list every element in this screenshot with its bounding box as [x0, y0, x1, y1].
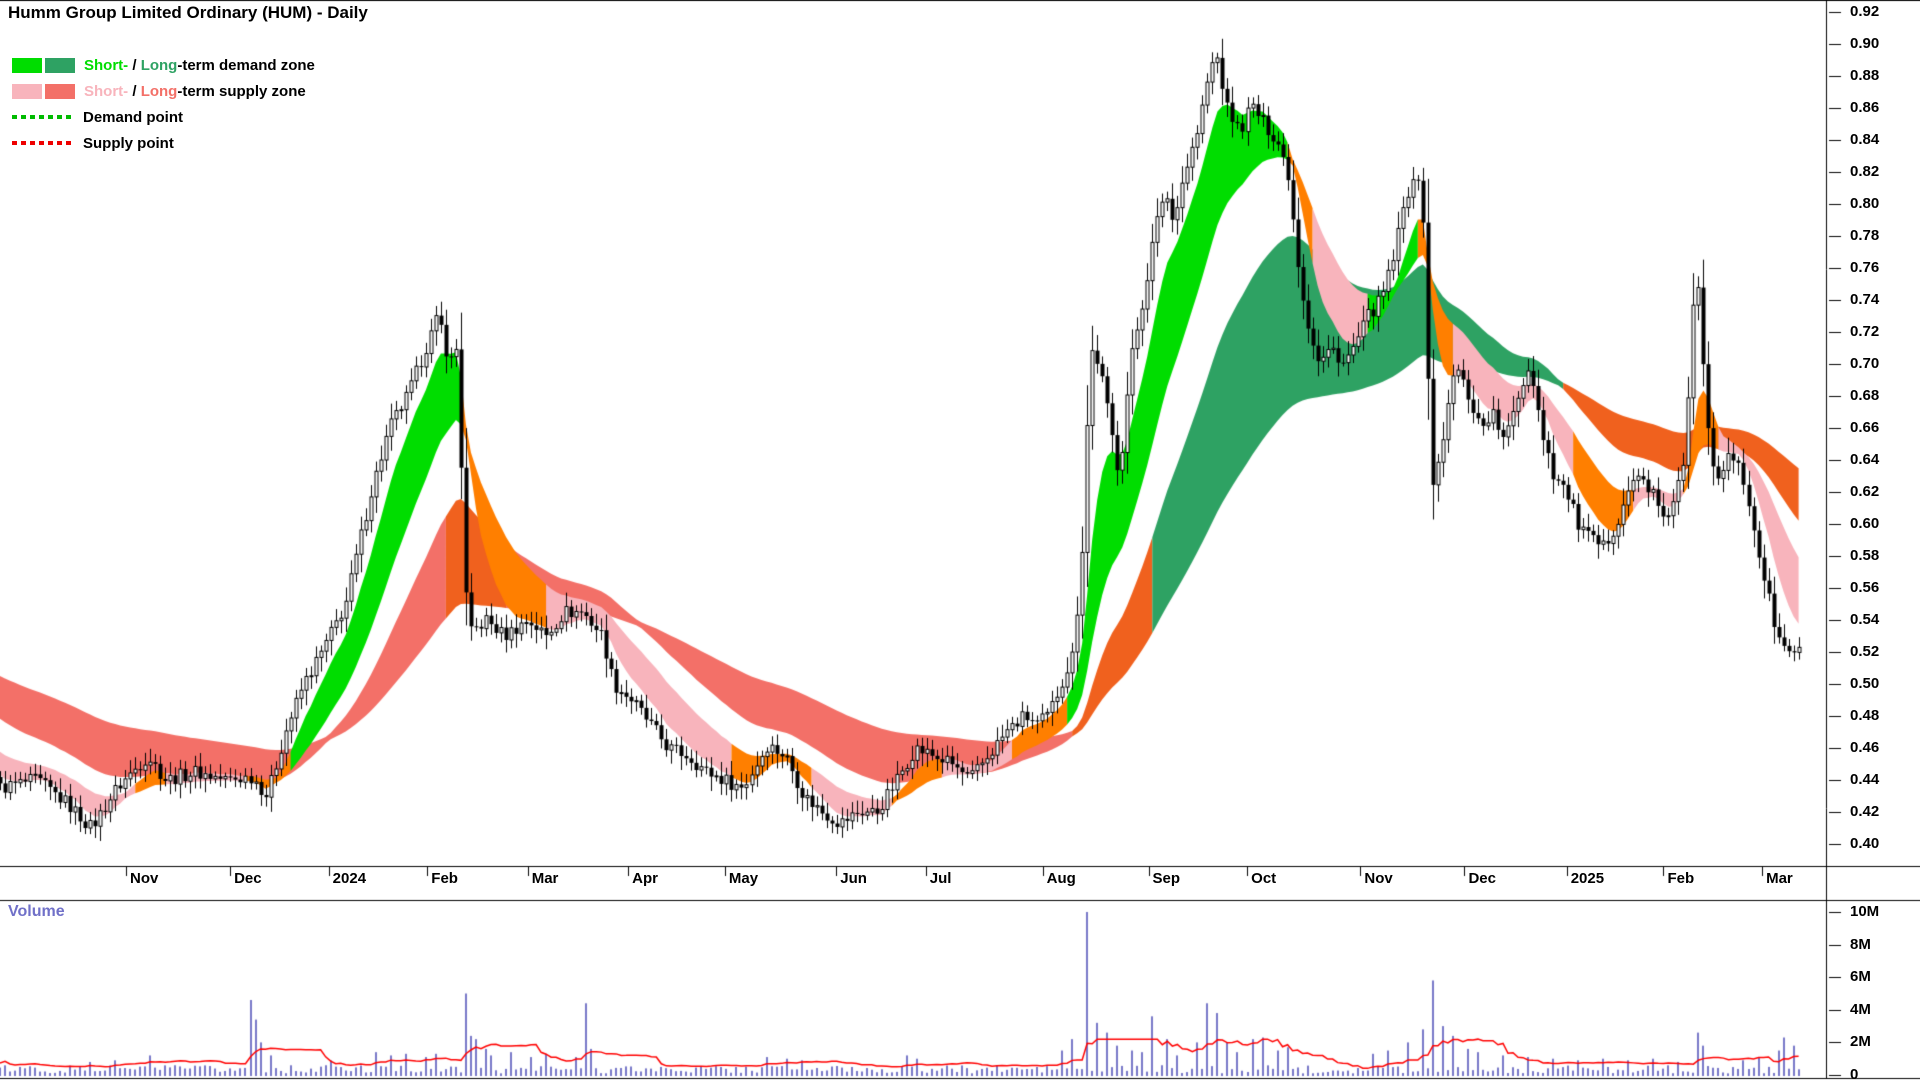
- supply-short-word: Short-: [84, 82, 129, 100]
- legend-demand-point: Demand point: [12, 104, 315, 130]
- price-axis-label: 0.92: [1850, 3, 1880, 20]
- legend-demand-zone: Short- / Long-term demand zone: [12, 52, 315, 78]
- demand-short-word: Short-: [84, 56, 129, 74]
- legend-supply-zone: Short- / Long-term supply zone: [12, 78, 315, 104]
- price-axis-label: 0.58: [1850, 547, 1880, 564]
- separator-text: /: [128, 82, 141, 100]
- price-axis-label: 0.80: [1850, 195, 1880, 212]
- time-axis-label: Oct: [1251, 870, 1277, 887]
- price-axis-label: 0.54: [1850, 611, 1880, 628]
- price-axis-label: 0.88: [1850, 67, 1880, 84]
- price-axis-label: 0.74: [1850, 291, 1880, 308]
- price-axis-label: 0.68: [1850, 387, 1880, 404]
- price-axis-label: 0.84: [1850, 131, 1880, 148]
- price-axis-label: 0.62: [1850, 483, 1880, 500]
- volume-axis-label: 10M: [1850, 903, 1880, 920]
- time-axis-label: Mar: [531, 870, 559, 887]
- price-axis-label: 0.52: [1850, 643, 1880, 660]
- chart-legend: Short- / Long-term demand zone Short- / …: [12, 52, 315, 156]
- supply-short-swatch: [12, 83, 42, 99]
- price-axis-label: 0.78: [1850, 227, 1880, 244]
- time-axis-label: Feb: [431, 870, 458, 887]
- legend-supply-point-label: Supply point: [83, 134, 174, 152]
- time-axis-label: Aug: [1046, 870, 1076, 887]
- price-axis-label: 0.42: [1850, 803, 1880, 820]
- supply-suffix-text: -term supply zone: [177, 82, 306, 100]
- price-axis-label: 0.60: [1850, 515, 1880, 532]
- legend-supply-point: Supply point: [12, 130, 315, 156]
- separator-text: /: [128, 56, 141, 74]
- legend-demand-zone-label: Short- / Long-term demand zone: [84, 57, 315, 74]
- time-axis-label: Nov: [129, 870, 159, 887]
- price-axis-label: 0.40: [1850, 835, 1880, 852]
- time-axis-label: 2024: [332, 870, 367, 887]
- price-axis-label: 0.70: [1850, 355, 1880, 372]
- price-axis-label: 0.66: [1850, 419, 1880, 436]
- time-axis-label: Mar: [1766, 870, 1793, 887]
- price-axis-label: 0.86: [1850, 99, 1880, 116]
- time-axis-label: Feb: [1667, 870, 1695, 887]
- time-axis-label: Sep: [1152, 870, 1181, 887]
- price-axis-label: 0.90: [1850, 35, 1880, 52]
- demand-short-swatch: [12, 57, 42, 73]
- volume-axis-label: 8M: [1850, 935, 1871, 953]
- time-axis-label: Nov: [1364, 870, 1393, 887]
- supply-long-swatch: [45, 83, 75, 99]
- time-axis-label: May: [728, 870, 759, 887]
- demand-point-dotted-line-icon: [12, 115, 74, 119]
- demand-long-word: Long: [140, 56, 178, 74]
- price-axis-label: 0.48: [1850, 707, 1880, 724]
- legend-supply-zone-label: Short- / Long-term supply zone: [84, 83, 306, 100]
- supply-point-dotted-line-icon: [12, 141, 74, 145]
- time-axis-label: Dec: [1468, 870, 1496, 887]
- price-axis-label: 0.56: [1850, 579, 1880, 596]
- price-axis-label: 0.46: [1850, 739, 1880, 756]
- volume-axis-label: 0: [1850, 1066, 1859, 1080]
- supply-long-word: Long: [140, 82, 178, 100]
- time-axis-label: 2025: [1570, 870, 1605, 887]
- demand-suffix-text: -term demand zone: [177, 56, 315, 74]
- demand-long-swatch: [45, 57, 75, 73]
- volume-pane-label: Volume: [8, 903, 65, 920]
- time-axis-label: Apr: [632, 870, 658, 887]
- legend-demand-point-label: Demand point: [83, 108, 183, 126]
- volume-axis-label: 2M: [1850, 1033, 1871, 1051]
- price-axis-label: 0.76: [1850, 259, 1880, 276]
- price-axis-label: 0.82: [1850, 163, 1880, 180]
- price-axis-label: 0.64: [1850, 451, 1880, 468]
- price-axis-label: 0.50: [1850, 675, 1880, 692]
- volume-axis-label: 6M: [1850, 968, 1871, 986]
- price-axis-label: 0.44: [1850, 771, 1880, 788]
- time-axis-label: Dec: [234, 870, 262, 887]
- time-axis-label: Jul: [929, 870, 952, 887]
- time-axis-label: Jun: [840, 870, 867, 887]
- chart-title: Humm Group Limited Ordinary (HUM) - Dail…: [8, 3, 368, 22]
- price-axis-label: 0.72: [1850, 323, 1880, 340]
- volume-axis-label: 4M: [1850, 1000, 1871, 1018]
